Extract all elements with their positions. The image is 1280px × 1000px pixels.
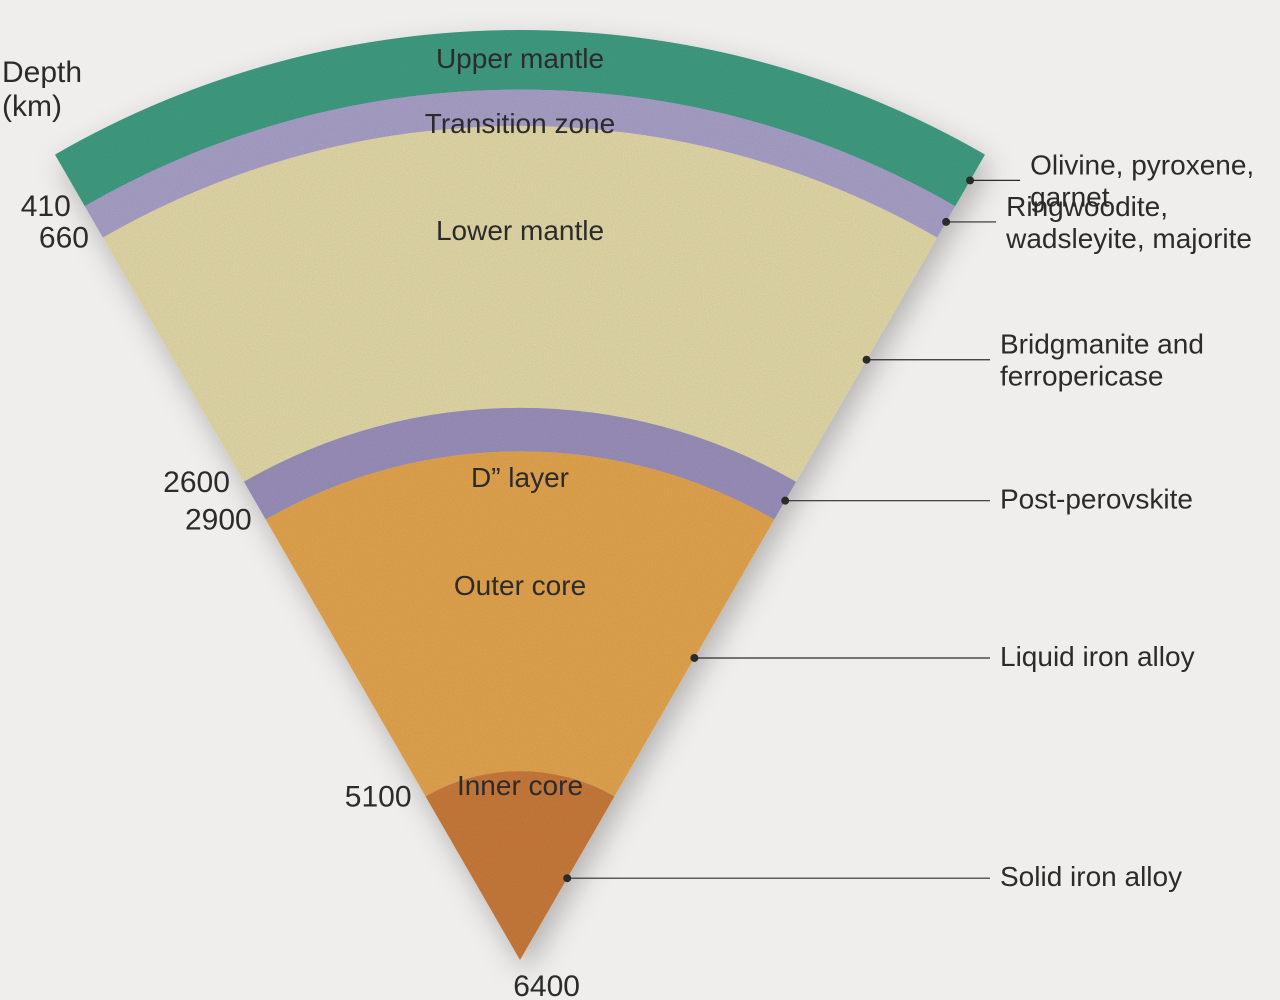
depth-header-line1: Depth (2, 56, 82, 89)
callout-text-transition-zone-l1: wadsleyite, majorite (1005, 223, 1252, 254)
callout-text-outer-core-l0: Liquid iron alloy (1000, 641, 1195, 672)
callout-text-transition-zone-l0: Ringwoodite, (1006, 191, 1168, 222)
layer-label-outer-core: Outer core (454, 570, 586, 601)
depth-marker-660: 660 (39, 222, 89, 255)
callout-text-inner-core-l0: Solid iron alloy (1000, 861, 1182, 892)
layer-label-lower-mantle: Lower mantle (436, 215, 604, 246)
depth-marker-2600: 2600 (163, 466, 230, 499)
layer-label-transition-zone: Transition zone (425, 108, 615, 139)
callout-text-lower-mantle-l0: Bridgmanite and (1000, 329, 1204, 360)
callout-text-lower-mantle-l1: ferropericase (1000, 361, 1163, 392)
callout-text-d-double-prime-l0: Post-perovskite (1000, 484, 1193, 515)
layer-label-d-double-prime: D” layer (471, 462, 569, 493)
callout-text-upper-mantle-l0: Olivine, pyroxene, (1030, 149, 1254, 180)
depth-marker-5100: 5100 (345, 780, 412, 813)
depth-marker-410: 410 (21, 190, 71, 223)
depth-marker-6400: 6400 (513, 970, 580, 1000)
earth-wedge-diagram: Upper mantle Transition zone Lower mantle D… (0, 0, 1280, 1000)
depth-header-line2: (km) (2, 90, 62, 123)
depth-marker-2900: 2900 (185, 504, 252, 537)
layer-label-inner-core: Inner core (457, 770, 583, 801)
layer-label-upper-mantle: Upper mantle (436, 43, 604, 74)
